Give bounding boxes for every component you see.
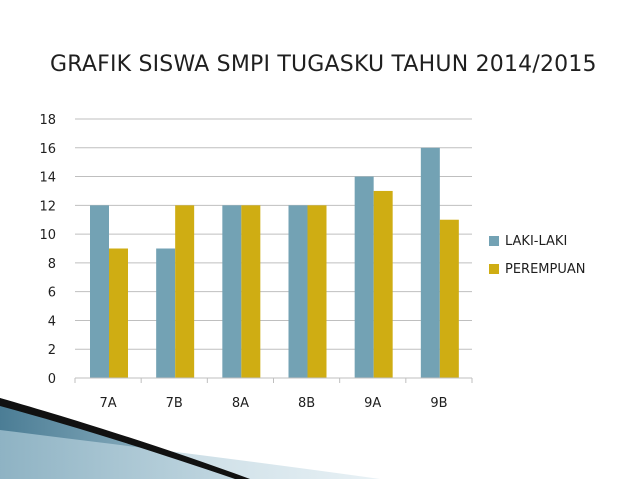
y-tick-label: 16 xyxy=(39,142,56,157)
swoosh-light-shape xyxy=(0,430,380,479)
y-tick-label: 8 xyxy=(48,257,56,272)
y-tick-label: 18 xyxy=(39,113,56,128)
y-tick-label: 2 xyxy=(48,343,56,358)
y-tick-label: 10 xyxy=(39,228,56,243)
legend-swatch-perempuan xyxy=(489,264,499,274)
chart-title: GRAFIK SISWA SMPI TUGASKU TAHUN 2014/201… xyxy=(50,52,597,77)
bar-7a-perempuan xyxy=(109,248,128,378)
bar-9b-perempuan xyxy=(439,219,459,378)
bar-8b-laki-laki xyxy=(288,205,308,378)
bar-7b-laki-laki xyxy=(156,248,176,378)
y-tick-label: 4 xyxy=(48,314,56,329)
bar-7a-laki-laki xyxy=(90,205,109,378)
x-tick-label: 9A xyxy=(364,396,381,411)
x-tick-label: 9B xyxy=(430,396,447,411)
legend-swatch-laki-laki xyxy=(489,236,499,246)
x-tick-label: 8A xyxy=(232,396,249,411)
x-tick-label: 7B xyxy=(166,396,183,411)
bar-8b-perempuan xyxy=(307,205,327,378)
y-tick-label: 6 xyxy=(48,286,56,301)
legend-label-perempuan: PEREMPUAN xyxy=(505,262,586,277)
y-tick-label: 12 xyxy=(39,199,56,214)
y-tick-label: 14 xyxy=(39,171,56,186)
x-tick-label: 7A xyxy=(99,396,116,411)
x-tick-label: 8B xyxy=(298,396,315,411)
bar-8a-perempuan xyxy=(241,205,261,378)
swoosh-dark-line xyxy=(0,398,250,479)
bar-7b-perempuan xyxy=(175,205,195,378)
legend-label-laki-laki: LAKI-LAKI xyxy=(505,234,567,249)
bar-9a-laki-laki xyxy=(354,176,374,378)
bar-8a-laki-laki xyxy=(222,205,242,378)
bar-9a-perempuan xyxy=(373,190,393,378)
bar-9b-laki-laki xyxy=(420,147,440,378)
y-tick-label: 0 xyxy=(48,372,56,387)
